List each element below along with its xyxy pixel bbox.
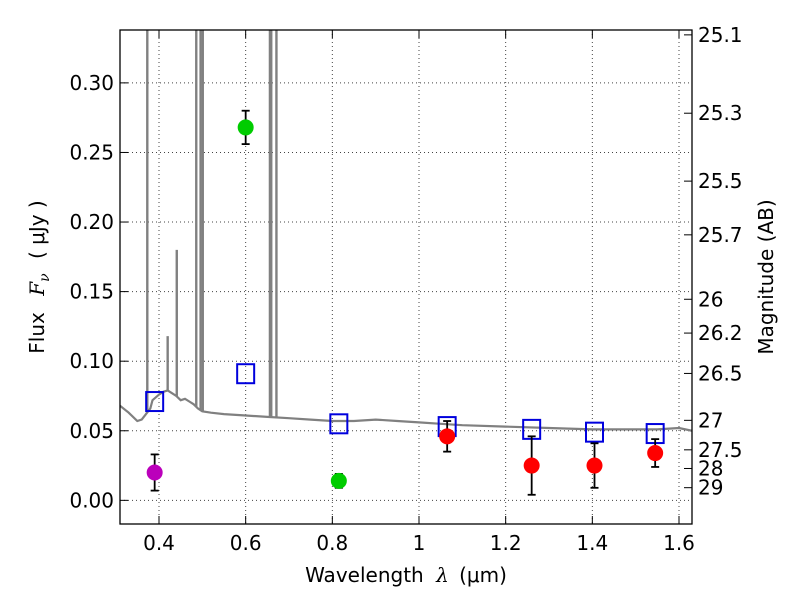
mag-tick-label: 25.5 — [698, 169, 743, 193]
x-tick-label: 0.4 — [143, 531, 175, 555]
mag-tick-label: 29 — [698, 476, 723, 500]
x-axis-label-unit: (μm) — [459, 563, 507, 587]
mag-tick-label: 26.5 — [698, 361, 743, 385]
mag-tick-label: 27.5 — [698, 438, 743, 462]
y-axis-label-symbol: F — [25, 281, 49, 297]
plot-background — [120, 30, 692, 524]
data-points — [145, 109, 665, 496]
model-spectrum-line — [120, 389, 692, 432]
y2-axis-label: Magnitude (AB) — [754, 199, 778, 354]
x-tick-label: 1.4 — [576, 531, 608, 555]
mag-tick-label: 25.3 — [698, 101, 743, 125]
y-tick-label: 0.10 — [69, 349, 114, 373]
grid — [120, 30, 692, 524]
y-tick-label: 0.05 — [69, 419, 114, 443]
mag-tick-label: 26 — [698, 287, 723, 311]
model-photometry-square — [585, 421, 604, 443]
y-axis-label: Flux Fν ( μJy ) — [25, 200, 54, 353]
x-tick-label: 1 — [413, 531, 426, 555]
y-axis-label-text: Flux — [25, 312, 49, 354]
mag-tick-label: 27 — [698, 408, 723, 432]
observed-point-red — [586, 457, 603, 474]
model-spectrum — [120, 30, 692, 432]
y-axis-label-subscript: ν — [37, 273, 53, 282]
y-axis-label-unit: ( μJy ) — [25, 200, 49, 259]
mag-tick-label: 25.1 — [698, 23, 743, 47]
x-tick-label: 0.8 — [316, 531, 348, 555]
x-tick-label: 0.6 — [230, 531, 262, 555]
y-tick-label: 0.15 — [69, 280, 114, 304]
y-tick-label: 0.30 — [69, 71, 114, 95]
model-photometry-square — [236, 363, 256, 385]
y-tick-label: 0.25 — [69, 140, 114, 164]
x-tick-label: 1.6 — [663, 531, 695, 555]
mag-tick-label: 28 — [698, 456, 723, 480]
model-photometry-square — [329, 413, 349, 435]
plot-frame — [119, 29, 693, 525]
observed-point-red — [439, 428, 456, 445]
observed-point-red — [523, 457, 540, 474]
observed-point-red — [647, 445, 664, 462]
y-tick-label: 0.20 — [69, 210, 114, 234]
observed-point-green — [330, 472, 347, 489]
axis-ticks: 0.4 0.6 0.8 1 1.2 1.4 1.6 0.00 0.05 0.10 0.15 0.20 0… — [69, 23, 742, 555]
observed-point-purple — [146, 464, 163, 481]
x-axis-label-symbol: λ — [435, 563, 449, 587]
mag-tick-label: 25.7 — [698, 223, 743, 247]
model-photometry-square — [145, 391, 165, 413]
observed-point-green — [237, 119, 254, 136]
y-tick-label: 0.00 — [69, 488, 114, 512]
x-axis-label: Wavelength λ (μm) — [305, 563, 507, 587]
x-axis-label-text: Wavelength — [305, 563, 424, 587]
x-tick-label: 1.2 — [490, 531, 522, 555]
mag-tick-label: 26.2 — [698, 321, 743, 345]
